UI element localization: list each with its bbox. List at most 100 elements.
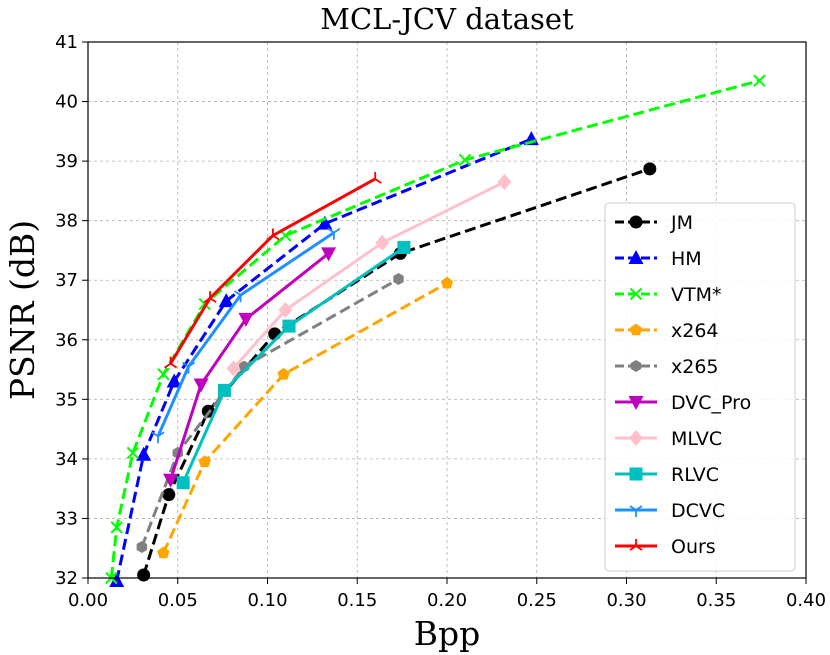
x-tick-label: 0.20 xyxy=(427,590,467,611)
data-point-x264 xyxy=(157,546,170,559)
data-point-mlvc xyxy=(375,234,390,251)
data-point-x264 xyxy=(440,276,454,289)
legend-marker xyxy=(629,467,643,481)
legend-item-rlvc: RLVC xyxy=(615,464,719,486)
y-tick-label: 41 xyxy=(55,32,78,53)
legend-item-hm: HM xyxy=(615,248,702,270)
legend-marker xyxy=(629,287,643,301)
legend-item-x264: x264 xyxy=(615,320,719,342)
x-tick-label: 0.15 xyxy=(337,590,377,611)
legend-label: HM xyxy=(671,248,702,270)
data-point-rlvc xyxy=(176,476,190,490)
y-tick-label: 34 xyxy=(55,449,78,470)
data-point-x265 xyxy=(393,273,404,286)
data-point-rlvc xyxy=(217,383,231,397)
data-point-dvc-pro xyxy=(193,378,209,393)
data-point-hm xyxy=(166,373,182,388)
legend: JM HM VTM* x264 x265 DVC_Pro MLVC RLVC DCVC Ours xyxy=(604,202,796,572)
x-tick-label: 0.05 xyxy=(158,590,198,611)
legend-item-mlvc: MLVC xyxy=(615,428,722,450)
data-point-dvc-pro xyxy=(238,312,254,327)
data-point-x264 xyxy=(277,367,290,380)
series-mlvc xyxy=(226,173,512,377)
y-tick-label: 36 xyxy=(55,330,78,351)
series-line-x264 xyxy=(162,281,448,554)
series-line-dcvc xyxy=(156,231,335,437)
data-point-dcvc xyxy=(234,290,248,303)
data-point-ours xyxy=(164,356,178,369)
axis-ticks: 0.00 0.05 0.10 0.15 0.20 0.25 0.30 0.35 0.40 32 33… xyxy=(55,32,826,611)
data-point-rlvc xyxy=(282,319,296,333)
x-tick-label: 0.35 xyxy=(696,590,736,611)
data-point-ours xyxy=(266,228,280,241)
legend-marker xyxy=(629,430,643,446)
series-line-vtm xyxy=(109,79,760,579)
data-point-mlvc xyxy=(226,360,241,377)
series-dvc-pro xyxy=(163,247,337,488)
data-point-vtm xyxy=(753,74,766,87)
series-line-dvc-pro xyxy=(169,252,330,481)
legend-marker xyxy=(630,360,642,372)
legend-label: DCVC xyxy=(671,500,725,522)
y-axis-label: PSNR (dB) xyxy=(3,220,42,400)
data-point-hm xyxy=(317,215,333,230)
series-line-hm xyxy=(115,137,532,582)
data-point-hm xyxy=(109,572,125,587)
x-tick-label: 0.40 xyxy=(786,590,826,611)
data-point-dvc-pro xyxy=(321,247,337,262)
legend-label: RLVC xyxy=(671,464,719,486)
legend-label: x265 xyxy=(671,356,719,378)
y-tick-label: 35 xyxy=(55,389,78,410)
legend-marker xyxy=(629,215,643,229)
legend-item-ours: Ours xyxy=(615,536,716,558)
data-point-vtm xyxy=(157,368,170,381)
y-tick-label: 32 xyxy=(55,568,78,589)
data-point-x264 xyxy=(198,455,211,468)
x-tick-label: 0.00 xyxy=(68,590,108,611)
legend-label: MLVC xyxy=(671,428,722,450)
y-tick-label: 37 xyxy=(55,270,78,291)
legend-label: Ours xyxy=(671,536,716,558)
data-point-dcvc xyxy=(327,227,341,240)
series-line-mlvc xyxy=(232,180,506,370)
legend-item-jm: JM xyxy=(615,212,693,234)
chart-title: MCL-JCV dataset xyxy=(320,2,574,36)
legend-label: DVC_Pro xyxy=(671,392,751,414)
legend-marker xyxy=(629,505,643,517)
data-point-vtm xyxy=(126,446,140,460)
data-point-rlvc xyxy=(397,240,411,254)
series-layer xyxy=(105,74,766,587)
legend-marker xyxy=(629,323,643,336)
legend-item-dcvc: DCVC xyxy=(615,500,725,522)
data-point-vtm xyxy=(458,153,472,167)
legend-label: VTM* xyxy=(671,284,722,306)
data-point-x265 xyxy=(136,541,148,554)
series-line-x265 xyxy=(140,277,400,548)
legend-label: x264 xyxy=(671,320,719,342)
data-point-ours xyxy=(203,291,217,303)
series-line-ours xyxy=(169,177,376,365)
legend-marker xyxy=(628,396,644,410)
legend-marker xyxy=(629,539,643,551)
series-ours xyxy=(164,171,382,369)
y-tick-label: 38 xyxy=(55,211,78,232)
legend-box xyxy=(604,202,796,572)
legend-item-dvc-pro: DVC_Pro xyxy=(615,392,751,414)
x-axis-label: Bpp xyxy=(414,614,481,653)
x-tick-label: 0.10 xyxy=(247,590,287,611)
series-dcvc xyxy=(151,227,341,444)
series-x264 xyxy=(157,276,454,559)
x-tick-label: 0.30 xyxy=(606,590,646,611)
y-tick-label: 39 xyxy=(55,151,78,172)
data-point-vtm xyxy=(110,521,123,534)
data-point-hm xyxy=(136,446,152,461)
data-point-ours xyxy=(368,171,382,184)
data-point-dcvc xyxy=(151,431,165,444)
data-point-mlvc xyxy=(497,173,512,190)
legend-item-x265: x265 xyxy=(615,356,719,378)
y-tick-label: 40 xyxy=(55,92,78,113)
data-point-mlvc xyxy=(278,302,293,318)
legend-label: JM xyxy=(670,212,693,234)
data-point-jm xyxy=(162,488,176,502)
